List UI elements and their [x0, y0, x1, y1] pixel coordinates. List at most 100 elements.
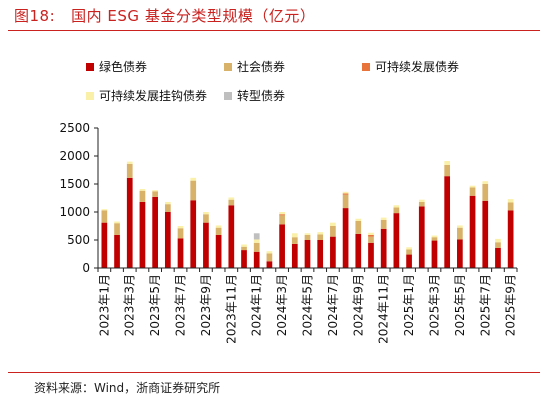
bar-segment-social-bond — [114, 223, 120, 235]
source-rule — [8, 372, 540, 373]
bar-segment-green-bond — [114, 234, 120, 268]
bar-segment-sustainability-linked-bond — [418, 199, 425, 202]
bar-segment-social-bond — [126, 163, 133, 178]
bar-segment-social-bond — [507, 202, 514, 211]
x-tick-label: 2024年1月 — [250, 274, 264, 336]
bar-segment-green-bond — [228, 205, 235, 268]
bar-segment-social-bond — [101, 210, 108, 223]
bar-segment-green-bond — [418, 206, 425, 268]
bar-segment-sustainability-linked-bond — [406, 247, 412, 250]
bar-segment-sustainability-linked-bond — [164, 201, 171, 205]
bar-segment-social-bond — [304, 234, 311, 240]
bar-segment-green-bond — [342, 208, 349, 268]
x-tick-label: 2025年9月 — [504, 274, 518, 336]
bar-segment-green-bond — [507, 210, 514, 268]
x-tick-label: 2023年9月 — [199, 274, 213, 336]
bar-segment-social-bond — [330, 226, 336, 237]
x-tick-label: 2023年11月 — [224, 274, 238, 344]
figure-title-text: 国内 ESG 基金分类型规模（亿元） — [71, 7, 316, 25]
bar-segment-social-bond — [457, 227, 463, 240]
bar-segment-green-bond — [291, 243, 298, 268]
legend-item-sustainability-linked-bond: 可持续发展挂钩债券 — [86, 87, 207, 104]
title-rule — [8, 30, 540, 31]
bar-segment-sustainable-bond — [342, 193, 349, 195]
bar-segment-social-bond — [177, 228, 184, 239]
legend-swatch — [362, 62, 370, 71]
bar-segment-sustainability-linked-bond — [330, 222, 336, 226]
bar-segment-sustainability-linked-bond — [241, 244, 247, 247]
bar-segment-sustainability-linked-bond — [139, 189, 146, 191]
y-tick-label: 500 — [67, 233, 90, 247]
bar-segment-sustainability-linked-bond — [291, 233, 298, 238]
bar-segment-green-bond — [495, 247, 501, 268]
x-tick-label: 2023年7月 — [174, 274, 188, 336]
bar-segment-social-bond — [190, 180, 197, 201]
bar-segment-sustainable-bond — [368, 234, 374, 237]
bar-segment-social-bond — [139, 190, 146, 202]
bar-segment-sustainability-linked-bond — [101, 209, 108, 211]
bar-segment-green-bond — [241, 250, 247, 268]
legend-item-transition-bond: 转型债券 — [224, 87, 285, 104]
bar-segment-green-bond — [431, 240, 438, 268]
bar-segment-social-bond — [215, 227, 222, 235]
legend-label: 可持续发展挂钩债券 — [99, 89, 208, 103]
bar-segment-green-bond — [177, 238, 184, 268]
bar-segment-social-bond — [164, 204, 171, 212]
bar-segment-sustainable-bond — [279, 214, 285, 216]
bar-segment-social-bond — [291, 237, 298, 244]
bar-segment-green-bond — [279, 224, 285, 268]
bar-segment-sustainability-linked-bond — [393, 205, 400, 208]
bar-segment-social-bond — [482, 184, 489, 201]
bar-segment-social-bond — [380, 219, 387, 229]
legend-swatch — [224, 62, 232, 71]
x-tick-label: 2023年5月 — [148, 274, 162, 336]
bar-segment-social-bond — [279, 215, 285, 225]
x-tick-label: 2023年1月 — [97, 274, 111, 336]
x-tick-label: 2025年7月 — [478, 274, 492, 336]
bar-segment-sustainability-linked-bond — [203, 212, 209, 215]
bar-segment-sustainability-linked-bond — [317, 232, 324, 235]
bar-segment-social-bond — [266, 253, 273, 262]
x-tick-label: 2025年5月 — [453, 274, 467, 336]
bar-segment-green-bond — [469, 195, 476, 268]
bar-segment-green-bond — [164, 212, 171, 268]
bar-segment-sustainability-linked-bond — [482, 181, 489, 184]
bar-segment-sustainability-linked-bond — [114, 221, 120, 224]
y-tick-label: 0 — [82, 261, 90, 275]
x-tick-label: 2024年5月 — [301, 274, 315, 336]
x-tick-label: 2023年3月 — [123, 274, 137, 336]
bar-segment-social-bond — [418, 201, 425, 207]
bar-segment-sustainability-linked-bond — [215, 225, 222, 228]
bar-segment-green-bond — [330, 236, 336, 268]
bar-segment-green-bond — [393, 213, 400, 268]
bar-segment-green-bond — [203, 222, 209, 268]
y-tick-label: 2500 — [59, 121, 90, 135]
bar-segment-green-bond — [152, 196, 158, 268]
bar-segment-sustainability-linked-bond — [190, 177, 197, 181]
bar-segment-green-bond — [368, 242, 374, 268]
bar-segment-sustainability-linked-bond — [457, 225, 463, 228]
bar-segment-green-bond — [253, 251, 260, 268]
bar-segment-green-bond — [457, 239, 463, 268]
x-tick-label: 2025年3月 — [427, 274, 441, 336]
bar-segment-sustainability-linked-bond — [126, 161, 133, 164]
bar-segment-green-bond — [355, 233, 362, 268]
legend-label: 社会债券 — [237, 60, 286, 74]
bar-segment-green-bond — [317, 240, 324, 268]
y-tick-label: 2000 — [59, 149, 90, 163]
bar-segment-social-bond — [495, 242, 501, 248]
legend-label: 可持续发展债券 — [375, 60, 460, 74]
bar-segment-sustainability-linked-bond — [380, 217, 387, 220]
bar-segment-social-bond — [228, 199, 235, 206]
bar-segment-green-bond — [380, 228, 387, 268]
bar-segment-sustainability-linked-bond — [228, 197, 235, 200]
legend-item-social-bond: 社会债券 — [224, 58, 285, 75]
bar-segment-green-bond — [482, 200, 489, 268]
legend-swatch — [224, 91, 232, 100]
bar-segment-sustainability-linked-bond — [279, 212, 285, 215]
bar-segment-social-bond — [253, 242, 260, 252]
bar-segment-sustainability-linked-bond — [342, 191, 349, 194]
bar-segment-transition-bond — [253, 233, 260, 240]
y-tick-label: 1000 — [59, 205, 90, 219]
